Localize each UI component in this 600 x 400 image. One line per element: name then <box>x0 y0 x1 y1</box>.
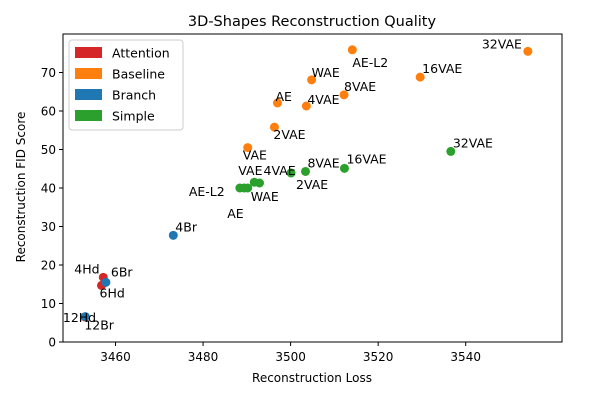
legend-label: Baseline <box>112 67 165 82</box>
y-tick-label: 10 <box>41 297 56 311</box>
x-axis-label: Reconstruction Loss <box>252 371 372 385</box>
data-point <box>101 277 111 287</box>
data-label: 16VAE <box>346 151 386 166</box>
data-label: 12Br <box>84 318 114 333</box>
data-point <box>347 45 357 55</box>
legend-label: Simple <box>112 109 155 124</box>
data-label: 4Hd <box>74 261 99 276</box>
data-label: VAE <box>243 148 267 163</box>
data-point <box>301 101 311 111</box>
data-label: 2VAE <box>273 127 305 142</box>
legend-label: Branch <box>112 88 156 103</box>
data-point <box>446 146 456 156</box>
data-label: VAE <box>238 163 262 178</box>
data-label: 6Hd <box>100 285 125 300</box>
data-label: 4VAE <box>264 163 296 178</box>
legend-swatch <box>75 89 102 100</box>
data-point <box>339 163 349 173</box>
x-tick-label: 3540 <box>450 350 481 364</box>
legend-box <box>68 39 184 131</box>
y-tick-label: 30 <box>41 220 56 234</box>
y-tick-label: 70 <box>41 66 56 80</box>
chart-title: 3D-Shapes Reconstruction Quality <box>188 14 437 30</box>
legend-swatch <box>75 47 102 58</box>
y-tick-label: 40 <box>41 182 56 196</box>
data-label: 8VAE <box>344 79 376 94</box>
y-tick-label: 60 <box>41 105 56 119</box>
y-tick-label: 20 <box>41 259 56 273</box>
data-point <box>339 90 349 100</box>
data-label: AE <box>227 206 244 221</box>
x-tick-label: 3460 <box>100 350 131 364</box>
data-point <box>415 72 425 82</box>
data-label: WAE <box>251 189 279 204</box>
data-point <box>168 230 178 240</box>
legend: Attention Baseline Branch Simple <box>68 39 184 131</box>
data-point <box>269 122 279 132</box>
data-label: 8VAE <box>307 155 339 170</box>
y-axis-ticks: 0 10 20 30 40 50 60 70 <box>41 66 63 350</box>
x-axis-ticks: 3460 3480 3500 3520 3540 <box>100 342 481 364</box>
data-point <box>286 168 296 178</box>
plot-marks <box>80 45 533 322</box>
data-label: 4Br <box>175 219 198 234</box>
data-label: 32VAE <box>453 135 493 150</box>
data-label: 2VAE <box>296 177 328 192</box>
data-label: AE-L2 <box>352 55 388 70</box>
data-label: 16VAE <box>422 61 462 76</box>
data-label: 12Hd <box>63 310 96 325</box>
y-tick-label: 0 <box>48 336 56 350</box>
data-label: 32VAE <box>482 36 522 51</box>
data-point <box>243 143 253 153</box>
x-tick-label: 3520 <box>363 350 394 364</box>
x-tick-label: 3500 <box>275 350 306 364</box>
y-tick-label: 50 <box>41 143 56 157</box>
data-label: WAE <box>312 65 340 80</box>
data-point <box>307 75 317 85</box>
x-tick-label: 3480 <box>188 350 219 364</box>
legend-swatch <box>75 68 102 79</box>
data-point <box>255 178 265 188</box>
y-axis-label: Reconstruction FID Score <box>14 112 28 263</box>
data-point <box>300 166 310 176</box>
data-label: 6Br <box>111 264 134 279</box>
data-point <box>523 46 533 56</box>
data-point <box>243 183 253 193</box>
legend-label: Attention <box>112 46 170 61</box>
legend-swatch <box>75 110 102 121</box>
data-label: AE-L2 <box>189 184 225 199</box>
data-point <box>80 312 90 322</box>
data-label: AE <box>275 89 292 104</box>
data-point <box>272 98 282 108</box>
data-label: 4VAE <box>307 92 339 107</box>
